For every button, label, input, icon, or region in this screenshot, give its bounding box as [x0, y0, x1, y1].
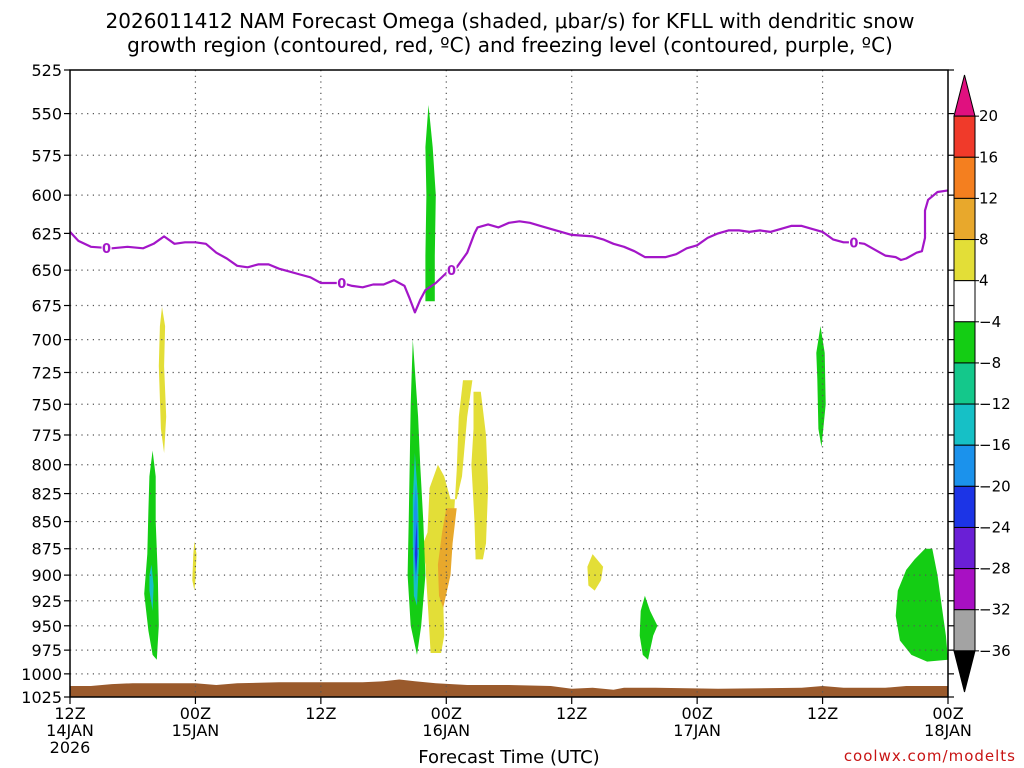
freezing-level-label-bg-4: [848, 234, 859, 250]
colorbar-label-4: 8: [979, 231, 989, 249]
colorbar: 20 16 12 8 4 −4 −8 −12 −16 −20 −24 −28 −32 −36: [953, 74, 1011, 693]
x-tick-label-h36-line1: 00Z: [431, 704, 462, 723]
omega-region-4: [149, 564, 154, 611]
colorbar-label-8: −12: [979, 395, 1011, 413]
omega-region-14: [639, 595, 658, 660]
colorbar-bin-bottom-arrow: [953, 650, 976, 693]
colorbar-bin-2: [953, 156, 976, 199]
y-tick-label-550: 550: [31, 105, 62, 124]
colorbar-bin-13: [953, 609, 976, 652]
omega-region-15: [816, 326, 826, 447]
plot-frame: [69, 69, 949, 698]
freezing-level-line: [69, 189, 949, 314]
x-tick-label-h60-line1: 00Z: [681, 704, 712, 723]
y-tick-label-650: 650: [31, 261, 62, 280]
x-tick-label-h12-line2: 15JAN: [172, 721, 220, 740]
colorbar-bin-9: [953, 444, 976, 487]
x-tick-label-h36-line2: 16JAN: [422, 721, 470, 740]
colorbar-label-7: −8: [979, 354, 1001, 372]
freezing-level-label-1: 0: [102, 242, 111, 257]
omega-region-16: [895, 548, 948, 662]
colorbar-label-11: −24: [979, 518, 1011, 536]
colorbar-label-12: −28: [979, 560, 1011, 578]
y-tick-label-725: 725: [31, 363, 62, 382]
colorbar-bin-1: [953, 115, 976, 158]
colorbar-bin-10: [953, 485, 976, 528]
freezing-level-contour: 0 0 0 0: [69, 189, 949, 314]
colorbar-label-13: −32: [979, 601, 1011, 619]
chart-title-line2: growth region (contoured, red, ºC) and f…: [127, 33, 893, 57]
grid-lines: [70, 70, 948, 697]
colorbar-label-1: 20: [979, 107, 998, 125]
colorbar-bin-12: [953, 568, 976, 611]
x-tick-label-h84-line1: 00Z: [932, 704, 963, 723]
colorbar-label-3: 12: [979, 189, 998, 207]
credit-text: coolwx.com/modelts: [844, 747, 1016, 765]
colorbar-bin-11: [953, 526, 976, 570]
y-tick-label-850: 850: [31, 513, 62, 532]
x-tick-label-h72-line1: 12Z: [807, 704, 838, 723]
colorbar-bin-4: [953, 239, 976, 282]
freezing-level-label-bg-1: [101, 239, 112, 255]
ground-fill: [70, 679, 948, 697]
colorbar-label-9: −16: [979, 436, 1011, 454]
x-tick-label-h12-line1: 00Z: [180, 704, 211, 723]
y-tick-label-900: 900: [31, 566, 62, 585]
axes: 525 550 575 600 625 650 675 700 725 750 775 800 825 8…: [21, 61, 972, 757]
colorbar-bin-6: [953, 321, 976, 364]
colorbar-label-2: 16: [979, 148, 998, 166]
freezing-level-label-bg-3: [446, 262, 457, 278]
y-tick-label-875: 875: [31, 540, 62, 559]
omega-region-1: [158, 306, 167, 453]
colorbar-label-6: −4: [979, 313, 1001, 331]
colorbar-bin-3: [953, 197, 976, 241]
y-tick-label-675: 675: [31, 297, 62, 316]
colorbar-bin-8: [953, 403, 976, 446]
x-tick-label-h0-line2: 14JAN: [46, 721, 94, 740]
colorbar-label-10: −20: [979, 477, 1011, 495]
x-tick-label-h60-line2: 17JAN: [673, 721, 721, 740]
colorbar-bin-5: [953, 280, 976, 323]
y-tick-label-775: 775: [31, 426, 62, 445]
freezing-level-label-bg-2: [336, 275, 347, 291]
y-tick-label-925: 925: [31, 592, 62, 611]
omega-region-3: [144, 450, 159, 660]
y-tick-label-600: 600: [31, 186, 62, 205]
y-tick-label-1025: 1025: [21, 688, 62, 707]
y-tick-label-750: 750: [31, 395, 62, 414]
colorbar-label-5: 4: [979, 272, 989, 290]
y-tick-label-700: 700: [31, 331, 62, 350]
y-tick-label-800: 800: [31, 456, 62, 475]
colorbar-bin-top-arrow: [953, 74, 976, 117]
y-tick-label-525: 525: [31, 61, 62, 80]
omega-region-7: [437, 508, 457, 608]
omega-region-6: [411, 380, 473, 653]
x-tick-label-h0-line3: 2026: [50, 738, 91, 757]
omega-region-13: [587, 554, 604, 591]
x-axis-label: Forecast Time (UTC): [418, 747, 599, 768]
colorbar-label-14: −36: [979, 642, 1011, 660]
x-tick-label-h48-line1: 12Z: [556, 704, 587, 723]
x-tick-label-h0-line1: 12Z: [54, 704, 85, 723]
y-tick-label-625: 625: [31, 224, 62, 243]
freezing-level-label-4: 0: [849, 236, 858, 251]
x-tick-label-h24-line1: 12Z: [305, 704, 336, 723]
chart-title-line1: 2026011412 NAM Forecast Omega (shaded, μ…: [106, 9, 915, 33]
y-tick-label-950: 950: [31, 617, 62, 636]
y-tick-label-825: 825: [31, 485, 62, 504]
omega-region-11: [414, 521, 418, 576]
omega-region-12: [471, 391, 489, 560]
ground-area: [70, 679, 948, 697]
colorbar-bin-7: [953, 362, 976, 405]
y-tick-label-975: 975: [31, 641, 62, 660]
omega-shaded-regions: [144, 105, 948, 662]
y-tick-label-1000: 1000: [21, 665, 62, 684]
freezing-level-label-2: 0: [337, 277, 346, 292]
x-tick-label-h84-line2: 18JAN: [924, 721, 972, 740]
y-tick-label-575: 575: [31, 146, 62, 165]
freezing-level-label-3: 0: [447, 264, 456, 279]
omega-region-5: [425, 105, 436, 302]
